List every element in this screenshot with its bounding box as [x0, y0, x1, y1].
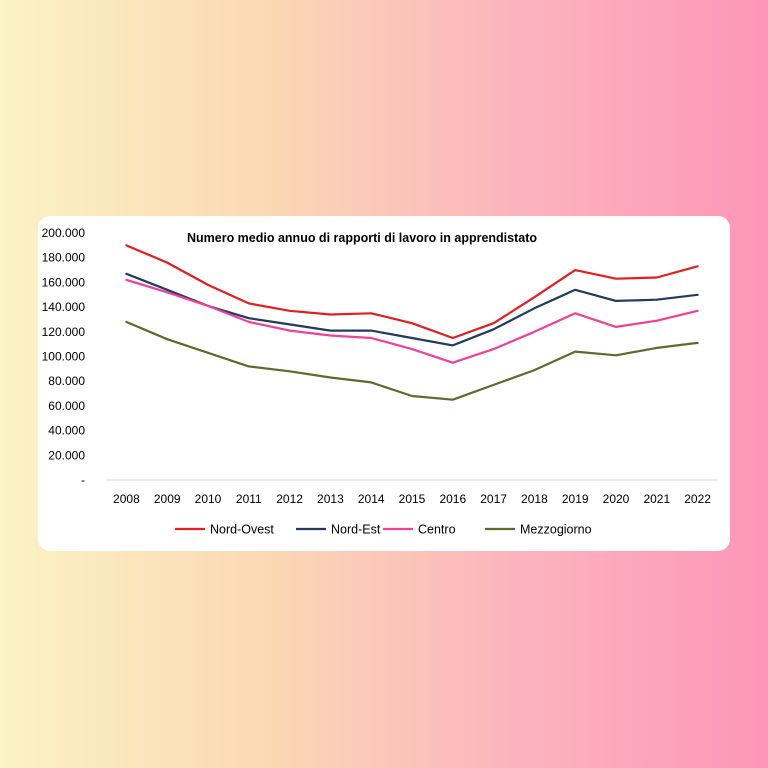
y-tick-label: 60.000 [48, 399, 85, 413]
legend-label: Centro [418, 523, 456, 537]
x-tick-label: 2010 [195, 492, 222, 506]
x-tick-label: 2011 [236, 492, 262, 506]
series-line-mezzogiorno [125, 320, 699, 401]
y-tick-label: 200.000 [42, 226, 86, 240]
x-tick-label: 2012 [276, 492, 303, 506]
y-tick-label: - [81, 473, 85, 487]
y-tick-label: 100.000 [42, 350, 86, 364]
y-tick-label: 180.000 [42, 251, 86, 265]
y-tick-label: 80.000 [48, 374, 85, 388]
x-tick-label: 2021 [643, 492, 670, 506]
legend-label: Nord-Est [331, 523, 381, 537]
chart-card: Numero medio annuo di rapporti di lavoro… [38, 216, 730, 551]
x-tick-label: 2015 [399, 492, 426, 506]
y-axis: 200.000 180.000 160.000 140.000 120.000 100.0… [42, 226, 86, 487]
y-tick-label: 140.000 [42, 300, 86, 314]
chart-title: Numero medio annuo di rapporti di lavoro… [187, 231, 537, 245]
x-tick-label: 2019 [562, 492, 589, 506]
y-tick-label: 160.000 [42, 275, 86, 289]
x-tick-label: 2022 [684, 492, 711, 506]
legend-label: Nord-Ovest [210, 523, 274, 537]
x-tick-label: 2014 [358, 492, 385, 506]
x-tick-label: 2008 [113, 492, 140, 506]
series-line-nord-ovest [125, 244, 699, 340]
y-tick-label: 40.000 [48, 424, 85, 438]
x-tick-label: 2009 [154, 492, 181, 506]
x-tick-label: 2018 [521, 492, 548, 506]
series-lines [125, 244, 699, 401]
line-chart: Numero medio annuo di rapporti di lavoro… [42, 226, 718, 537]
legend: Nord-Ovest Nord-Est Centro Mezzogiorno [175, 523, 592, 537]
x-tick-label: 2013 [317, 492, 344, 506]
x-tick-label: 2017 [480, 492, 507, 506]
legend-label: Mezzogiorno [520, 523, 592, 537]
x-tick-label: 2020 [603, 492, 630, 506]
y-tick-label: 120.000 [42, 325, 86, 339]
x-axis: 2008 2009 2010 2011 2012 2013 2014 2015 2016 2017… [113, 492, 711, 506]
x-tick-label: 2016 [439, 492, 466, 506]
y-tick-label: 20.000 [48, 448, 85, 462]
series-line-nord-est [125, 272, 699, 347]
series-line-centro [125, 278, 699, 364]
